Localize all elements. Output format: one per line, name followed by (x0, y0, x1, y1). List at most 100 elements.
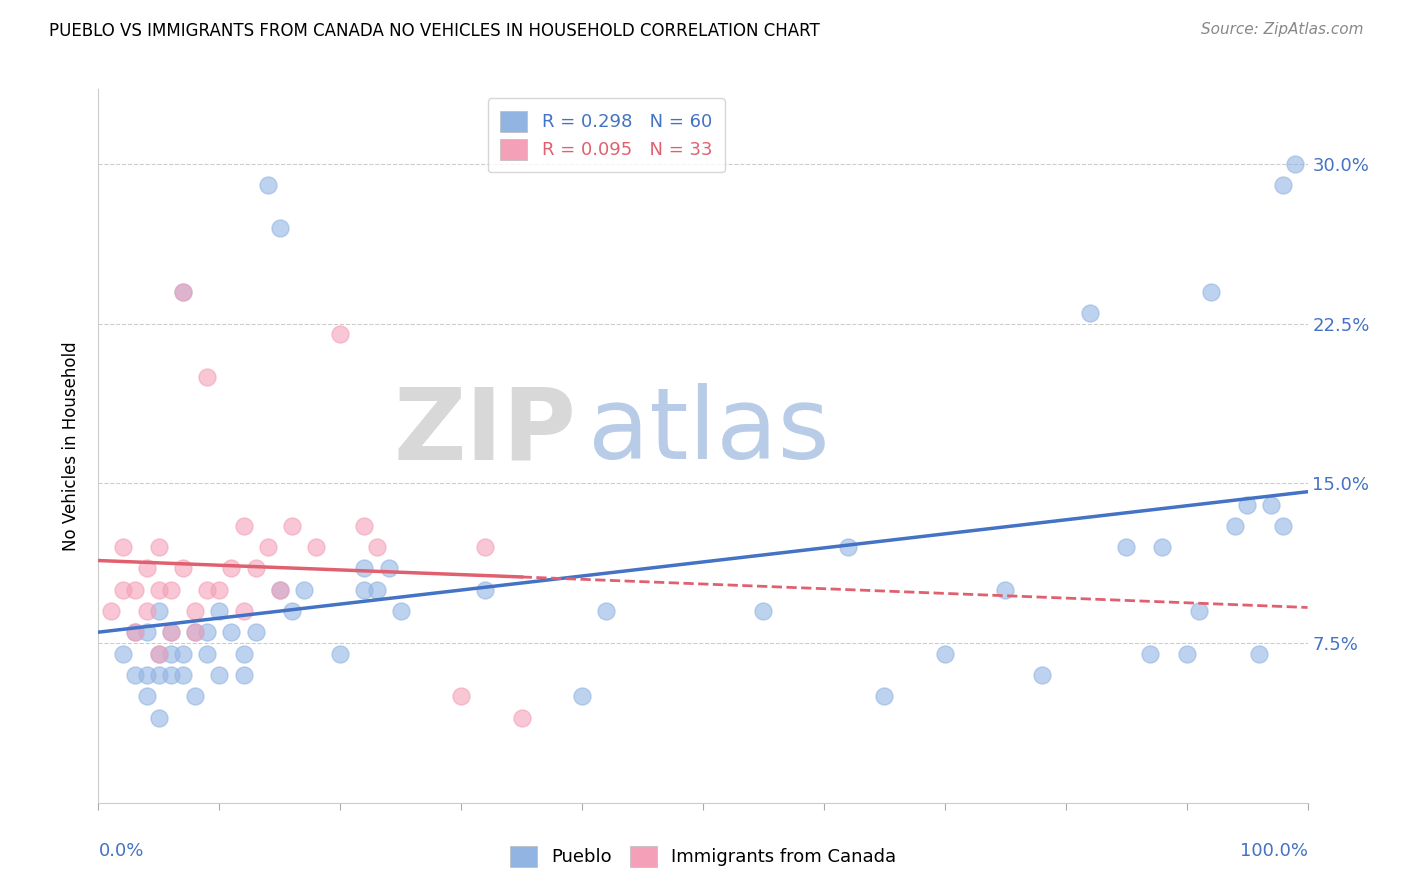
Point (135, 625, 157, 640)
Point (160, 625, 183, 640)
Text: 100.0%: 100.0% (1240, 842, 1308, 860)
Point (184, 625, 207, 640)
Point (934, 647, 956, 661)
Point (1272, 519, 1295, 533)
Point (571, 690, 593, 704)
Point (160, 582, 183, 597)
Point (172, 285, 194, 299)
Point (208, 582, 231, 597)
Point (172, 285, 194, 299)
Point (135, 668, 157, 682)
Point (329, 647, 352, 661)
Point (195, 647, 218, 661)
Legend: Pueblo, Immigrants from Canada: Pueblo, Immigrants from Canada (502, 838, 904, 874)
Point (124, 625, 146, 640)
Point (100, 604, 122, 618)
Text: atlas: atlas (588, 384, 830, 480)
Point (837, 540, 859, 554)
Point (256, 178, 278, 192)
Point (208, 668, 231, 682)
Point (752, 604, 775, 618)
Point (195, 582, 218, 597)
Point (510, 710, 533, 724)
Text: 0.0%: 0.0% (98, 842, 143, 860)
Point (474, 582, 496, 597)
Point (281, 604, 304, 618)
Point (148, 668, 170, 682)
Point (389, 604, 412, 618)
Point (232, 668, 254, 682)
Point (353, 519, 375, 533)
Point (232, 519, 254, 533)
Point (111, 582, 134, 597)
Text: ZIP: ZIP (394, 384, 576, 480)
Point (232, 647, 254, 661)
Point (124, 668, 146, 682)
Point (1031, 668, 1053, 682)
Point (148, 582, 170, 597)
Point (245, 625, 267, 640)
Point (160, 625, 183, 640)
Point (148, 647, 170, 661)
Point (135, 604, 157, 618)
Point (595, 604, 617, 618)
Point (377, 561, 399, 575)
Point (172, 668, 194, 682)
Point (221, 625, 243, 640)
Point (160, 647, 183, 661)
Point (160, 668, 183, 682)
Point (292, 582, 315, 597)
Legend: R = 0.298   N = 60, R = 0.095   N = 33: R = 0.298 N = 60, R = 0.095 N = 33 (488, 98, 725, 172)
Point (1078, 306, 1101, 320)
Point (305, 540, 328, 554)
Point (1199, 285, 1222, 299)
Point (353, 561, 375, 575)
Point (873, 690, 896, 704)
Point (1115, 540, 1137, 554)
Point (256, 540, 278, 554)
Point (208, 604, 231, 618)
Point (135, 690, 157, 704)
Point (450, 690, 472, 704)
Point (1139, 647, 1161, 661)
Point (195, 625, 218, 640)
Point (281, 519, 304, 533)
Point (124, 625, 146, 640)
Point (1284, 157, 1306, 171)
Point (353, 582, 375, 597)
Point (1272, 178, 1295, 192)
Point (329, 327, 352, 342)
Point (184, 690, 207, 704)
Point (148, 710, 170, 724)
Text: PUEBLO VS IMMIGRANTS FROM CANADA NO VEHICLES IN HOUSEHOLD CORRELATION CHART: PUEBLO VS IMMIGRANTS FROM CANADA NO VEHI… (49, 22, 820, 40)
Point (232, 604, 254, 618)
Y-axis label: No Vehicles in Household: No Vehicles in Household (62, 341, 80, 551)
Point (195, 369, 218, 384)
Point (221, 561, 243, 575)
Point (1223, 519, 1246, 533)
Point (366, 540, 388, 554)
Point (111, 540, 134, 554)
Point (148, 604, 170, 618)
Point (172, 647, 194, 661)
Point (135, 561, 157, 575)
Point (111, 647, 134, 661)
Point (148, 647, 170, 661)
Point (245, 561, 267, 575)
Point (994, 582, 1017, 597)
Point (366, 582, 388, 597)
Point (172, 561, 194, 575)
Point (124, 582, 146, 597)
Point (148, 540, 170, 554)
Point (269, 582, 291, 597)
Point (1260, 498, 1282, 512)
Point (269, 220, 291, 235)
Point (1152, 540, 1174, 554)
Point (184, 625, 207, 640)
Point (1175, 647, 1198, 661)
Point (184, 604, 207, 618)
Point (1188, 604, 1211, 618)
Point (474, 540, 496, 554)
Point (269, 582, 291, 597)
Text: Source: ZipAtlas.com: Source: ZipAtlas.com (1201, 22, 1364, 37)
